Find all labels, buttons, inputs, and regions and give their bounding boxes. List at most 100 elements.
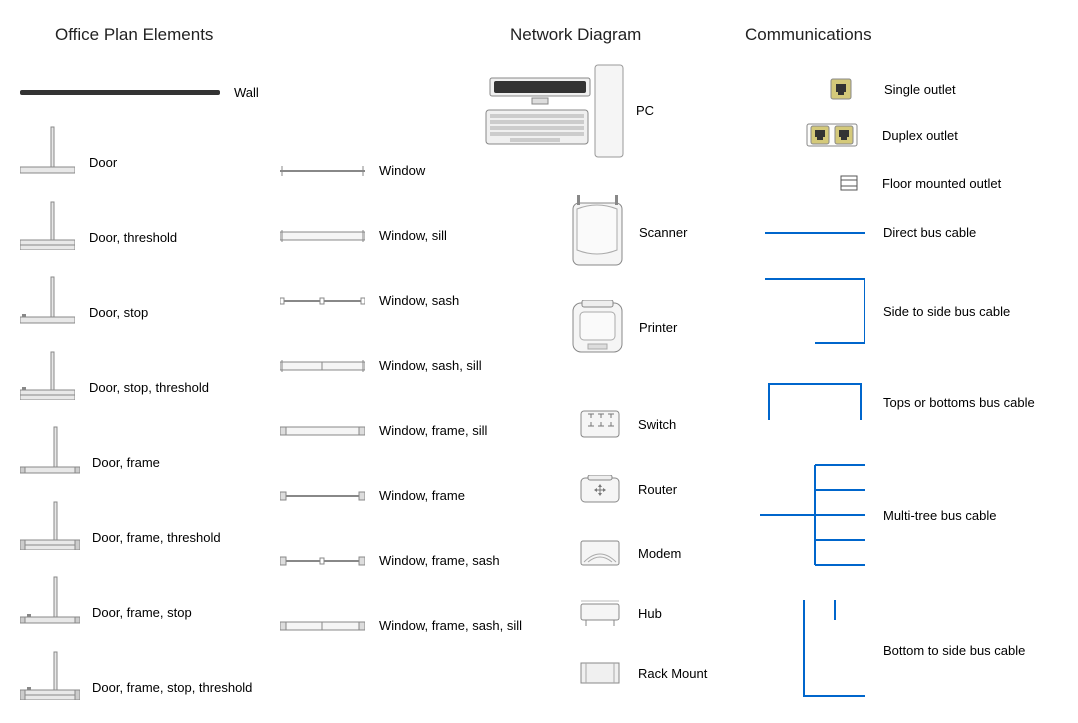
legend-window-frame-sash-sill: Window, frame, sash, sill — [280, 618, 522, 633]
legend-duplex-outlet: Duplex outlet — [806, 123, 958, 147]
scanner-icon — [570, 195, 625, 270]
legend-router: Router — [580, 475, 677, 503]
side-cable-icon — [765, 275, 865, 347]
tops-cable-label: Tops or bottoms bus cable — [883, 395, 1035, 410]
door-frame-stop-label: Door, frame, stop — [92, 605, 192, 620]
switch-label: Switch — [638, 417, 676, 432]
window-frame-sash-sill-label: Window, frame, sash, sill — [379, 618, 522, 633]
hub-label: Hub — [638, 606, 662, 621]
side-cable-label: Side to side bus cable — [883, 304, 1010, 319]
single-outlet-label: Single outlet — [884, 82, 956, 97]
legend-door: Door — [20, 125, 117, 175]
window-frame-sash-sill-icon — [280, 620, 365, 632]
switch-icon — [580, 410, 620, 438]
printer-label: Printer — [639, 320, 677, 335]
legend-window-frame: Window, frame — [280, 488, 465, 503]
legend-door-frame-stop: Door, frame, stop — [20, 575, 192, 625]
scanner-label: Scanner — [639, 225, 687, 240]
legend-window: Window — [280, 163, 425, 178]
router-icon — [580, 475, 620, 503]
legend-window-sash: Window, sash — [280, 293, 459, 308]
router-label: Router — [638, 482, 677, 497]
legend-single-outlet: Single outlet — [830, 78, 956, 100]
hub-icon — [580, 600, 620, 626]
door-threshold-label: Door, threshold — [89, 230, 177, 245]
single-outlet-icon — [830, 78, 860, 100]
legend-modem: Modem — [580, 540, 681, 566]
legend-wall: Wall — [20, 85, 259, 100]
wall-icon — [20, 88, 220, 98]
window-sash-sill-icon — [280, 360, 365, 372]
window-sill-icon — [280, 230, 365, 242]
rack-mount-icon — [580, 660, 620, 686]
floor-outlet-icon — [840, 175, 858, 191]
window-label: Window — [379, 163, 425, 178]
legend-window-sill: Window, sill — [280, 228, 447, 243]
window-frame-sill-label: Window, frame, sill — [379, 423, 487, 438]
pc-icon — [480, 60, 630, 160]
duplex-outlet-label: Duplex outlet — [882, 128, 958, 143]
section-title-office: Office Plan Elements — [55, 25, 213, 45]
legend-multitree-cable: Multi-tree bus cable — [760, 460, 996, 570]
legend-tops-cable: Tops or bottoms bus cable — [765, 380, 1035, 424]
modem-label: Modem — [638, 546, 681, 561]
door-frame-label: Door, frame — [92, 455, 160, 470]
legend-door-stop-threshold: Door, stop, threshold — [20, 350, 209, 400]
rack-mount-label: Rack Mount — [638, 666, 707, 681]
legend-printer: Printer — [570, 300, 677, 355]
window-frame-sash-label: Window, frame, sash — [379, 553, 500, 568]
legend-door-frame-threshold: Door, frame, threshold — [20, 500, 221, 550]
window-sash-icon — [280, 295, 365, 307]
door-icon — [20, 125, 75, 175]
legend-hub: Hub — [580, 600, 662, 626]
legend-door-stop: Door, stop — [20, 275, 148, 325]
door-label: Door — [89, 155, 117, 170]
bottom-cable-label: Bottom to side bus cable — [883, 643, 1025, 658]
direct-cable-icon — [765, 228, 865, 238]
legend-side-cable: Side to side bus cable — [765, 275, 1010, 347]
legend-window-frame-sash: Window, frame, sash — [280, 553, 500, 568]
wall-label: Wall — [234, 85, 259, 100]
door-frame-stop-threshold-label: Door, frame, stop, threshold — [92, 680, 252, 695]
legend-window-sash-sill: Window, sash, sill — [280, 358, 482, 373]
legend-door-threshold: Door, threshold — [20, 200, 177, 250]
pc-label: PC — [636, 103, 654, 118]
section-title-comm: Communications — [745, 25, 872, 45]
door-frame-threshold-icon — [20, 500, 80, 550]
door-frame-threshold-label: Door, frame, threshold — [92, 530, 221, 545]
legend-floor-outlet: Floor mounted outlet — [840, 175, 1001, 191]
modem-icon — [580, 540, 620, 566]
legend-direct-cable: Direct bus cable — [765, 225, 976, 240]
window-sash-sill-label: Window, sash, sill — [379, 358, 482, 373]
window-frame-label: Window, frame — [379, 488, 465, 503]
multitree-cable-icon — [760, 460, 865, 570]
door-frame-stop-icon — [20, 575, 80, 625]
floor-outlet-label: Floor mounted outlet — [882, 176, 1001, 191]
legend-window-frame-sill: Window, frame, sill — [280, 423, 487, 438]
legend-bottom-cable: Bottom to side bus cable — [800, 600, 1025, 700]
window-sill-label: Window, sill — [379, 228, 447, 243]
door-stop-threshold-icon — [20, 350, 75, 400]
window-frame-sash-icon — [280, 555, 365, 567]
section-title-network: Network Diagram — [510, 25, 641, 45]
door-stop-threshold-label: Door, stop, threshold — [89, 380, 209, 395]
bottom-cable-icon — [800, 600, 865, 700]
door-frame-stop-threshold-icon — [20, 650, 80, 700]
legend-pc: PC — [480, 60, 654, 160]
door-stop-label: Door, stop — [89, 305, 148, 320]
window-frame-icon — [280, 490, 365, 502]
legend-switch: Switch — [580, 410, 676, 438]
printer-icon — [570, 300, 625, 355]
door-threshold-icon — [20, 200, 75, 250]
tops-cable-icon — [765, 380, 865, 424]
direct-cable-label: Direct bus cable — [883, 225, 976, 240]
duplex-outlet-icon — [806, 123, 858, 147]
legend-rack-mount: Rack Mount — [580, 660, 707, 686]
door-stop-icon — [20, 275, 75, 325]
window-frame-sill-icon — [280, 425, 365, 437]
legend-scanner: Scanner — [570, 195, 687, 270]
door-frame-icon — [20, 425, 80, 475]
multitree-cable-label: Multi-tree bus cable — [883, 508, 996, 523]
legend-door-frame-stop-threshold: Door, frame, stop, threshold — [20, 650, 252, 700]
legend-door-frame: Door, frame — [20, 425, 160, 475]
